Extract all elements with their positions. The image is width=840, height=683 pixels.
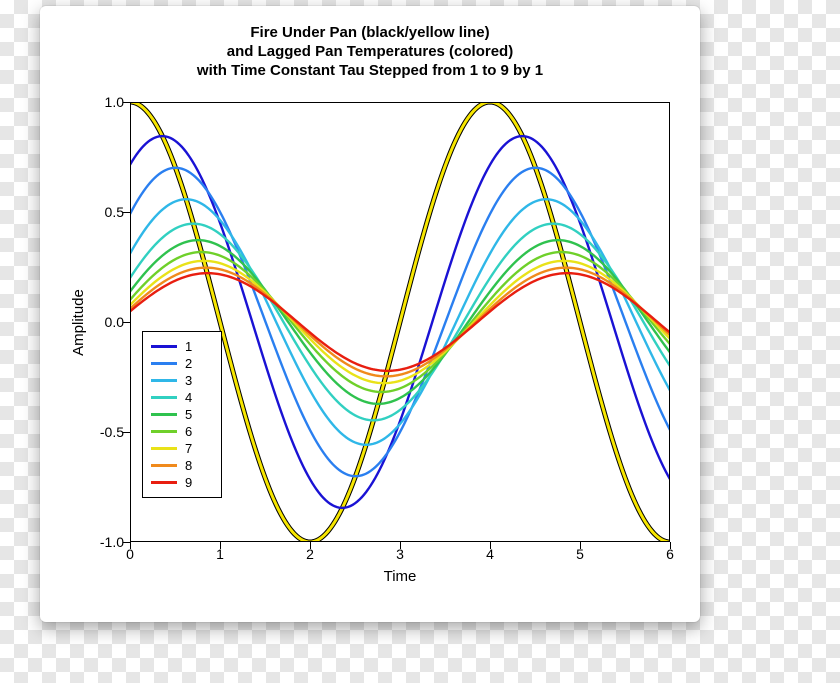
legend-label: 9 [185,475,192,490]
legend-swatch [151,379,177,382]
y-axis-label: Amplitude [68,102,88,542]
legend-swatch [151,464,177,467]
x-axis-label: Time [130,568,670,585]
x-tick-label: 3 [396,546,404,562]
legend-label: 7 [185,441,192,456]
y-tick-label: 0.0 [90,314,124,330]
y-tick-mark [123,432,130,433]
legend-swatch [151,345,177,348]
legend-swatch [151,413,177,416]
y-tick-mark [123,212,130,213]
legend-label: 2 [185,356,192,371]
y-tick-label: 0.5 [90,204,124,220]
legend-item: 9 [151,474,213,491]
y-tick-mark [123,322,130,323]
plot-area: 1 2 3 4 5 6 7 8 9 [130,102,670,542]
x-tick-label: 4 [486,546,494,562]
legend-item: 1 [151,338,213,355]
x-tick-label: 0 [126,546,134,562]
y-tick-mark [123,102,130,103]
legend-label: 6 [185,424,192,439]
legend-swatch [151,396,177,399]
legend-swatch [151,481,177,484]
legend-item: 2 [151,355,213,372]
legend-item: 3 [151,372,213,389]
title-line-1: Fire Under Pan (black/yellow line) [40,24,700,43]
x-tick-label: 1 [216,546,224,562]
legend-swatch [151,430,177,433]
x-tick-label: 5 [576,546,584,562]
legend-item: 8 [151,457,213,474]
y-tick-mark [123,542,130,543]
y-tick-label: -1.0 [90,534,124,550]
legend-swatch [151,362,177,365]
chart-title: Fire Under Pan (black/yellow line) and L… [40,24,700,80]
legend-label: 1 [185,339,192,354]
legend-item: 5 [151,406,213,423]
legend-item: 6 [151,423,213,440]
legend-swatch [151,447,177,450]
title-line-2: and Lagged Pan Temperatures (colored) [40,43,700,62]
legend-label: 8 [185,458,192,473]
legend-box: 1 2 3 4 5 6 7 8 9 [142,331,222,498]
x-tick-label: 6 [666,546,674,562]
y-tick-label: 1.0 [90,94,124,110]
legend-item: 4 [151,389,213,406]
x-tick-label: 2 [306,546,314,562]
title-line-3: with Time Constant Tau Stepped from 1 to… [40,62,700,81]
legend-label: 5 [185,407,192,422]
legend-label: 3 [185,373,192,388]
legend-item: 7 [151,440,213,457]
chart-card: Fire Under Pan (black/yellow line) and L… [40,6,700,622]
y-tick-label: -0.5 [90,424,124,440]
legend-label: 4 [185,390,192,405]
